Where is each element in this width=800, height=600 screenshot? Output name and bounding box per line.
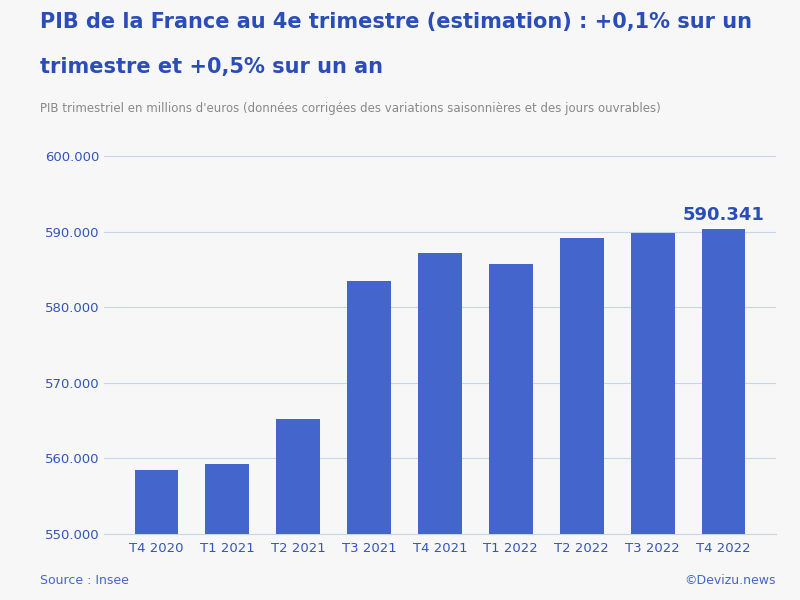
Bar	[418, 253, 462, 600]
Bar	[206, 464, 250, 600]
Bar	[630, 233, 674, 600]
Text: Source : Insee: Source : Insee	[40, 574, 129, 587]
Text: 590.341: 590.341	[682, 206, 765, 224]
Bar	[347, 281, 391, 600]
Text: PIB trimestriel en millions d'euros (données corrigées des variations saisonnièr: PIB trimestriel en millions d'euros (don…	[40, 102, 661, 115]
Bar	[560, 238, 604, 600]
Bar	[489, 264, 533, 600]
Text: trimestre et +0,5% sur un an: trimestre et +0,5% sur un an	[40, 57, 383, 77]
Text: PIB de la France au 4e trimestre (estimation) : +0,1% sur un: PIB de la France au 4e trimestre (estima…	[40, 12, 752, 32]
Text: ©Devizu.news: ©Devizu.news	[685, 574, 776, 587]
Bar	[276, 419, 320, 600]
Bar	[134, 470, 178, 600]
Bar	[702, 229, 746, 600]
